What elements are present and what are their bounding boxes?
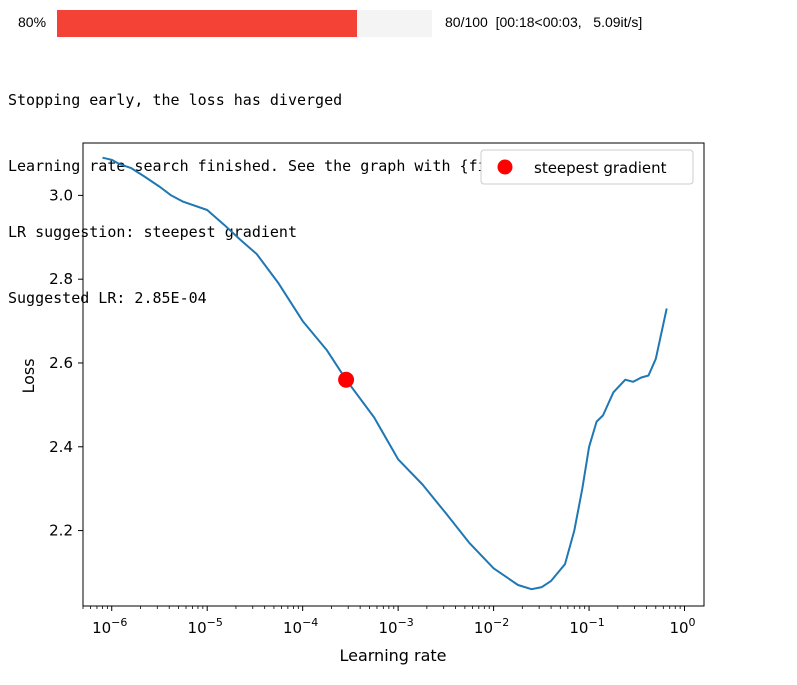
x-tick-label: 10−5 [188,616,223,637]
legend: steepest gradient [480,149,694,185]
x-axis-label: Learning rate [339,646,446,665]
x-tick-label: 10−1 [569,616,604,637]
y-tick-label: 3.0 [49,186,73,204]
x-tick-label: 10−6 [92,616,127,637]
output-line: LR suggestion: steepest gradient [8,223,297,241]
y-tick-label: 2.4 [49,438,73,456]
axis-ticks: 10−6 10−5 10−4 10−3 10−2 10−1 100 2.2 2.4 2.6 2.8 3… [49,186,695,637]
progress-percent: 80% [18,14,47,30]
x-tick-label: 10−3 [378,616,413,637]
cell-output: Stopping early, the loss has diverged Le… [8,45,640,331]
suggested-lr-marker [338,371,355,388]
progress-bar-fill [57,10,357,37]
y-tick-label: 2.2 [49,522,73,540]
x-tick-label: 100 [669,616,695,637]
loss-curve [102,156,668,591]
y-tick-label: 2.8 [49,270,73,288]
legend-box [480,149,694,185]
progress-bar [57,10,432,37]
progress-row: 80% 80/100 [00:18<00:03, 5.09it/s] [0,0,797,40]
legend-label: steepest gradient [534,159,667,177]
x-tick-label: 10−2 [474,616,509,637]
legend-marker [497,159,513,175]
output-line: Stopping early, the loss has diverged [8,91,343,109]
y-axis-label: Loss [19,358,38,393]
y-tick-label: 2.6 [49,354,73,372]
plot-area [102,156,668,591]
progress-stats: 80/100 [00:18<00:03, 5.09it/s] [445,14,643,30]
plot-frame [82,142,705,607]
output-line: Suggested LR: 2.85E-04 [8,289,207,307]
x-tick-label: 10−4 [283,616,318,637]
